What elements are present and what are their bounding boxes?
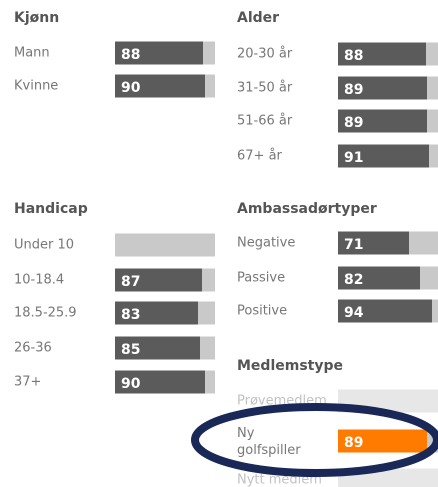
bar-value: 87 [121,274,140,290]
row-label: 31-50 år [237,81,293,96]
row-label: Negative [237,236,295,251]
bar [338,76,427,100]
bar-value: 85 [121,342,140,358]
bar-value: 88 [344,48,363,64]
row-label: 67+ år [237,149,283,164]
group-title: Alder [237,10,279,26]
row-label: 26-36 [14,341,52,356]
bar-value: 82 [344,272,363,288]
row-label: 37+ [14,375,41,390]
bar-value: 94 [344,305,364,321]
bar-value: 91 [344,150,363,166]
row-label: Kvinne [14,79,58,94]
bar-value: 88 [121,47,140,63]
bar-value: 83 [121,307,140,323]
row-label: 51-66 år [237,114,293,129]
row-label: Ny golfspiller [237,426,301,458]
bar [115,301,198,325]
bar-value: 89 [344,115,363,131]
bar [115,268,202,292]
bar-track [115,233,215,257]
bar-value: 90 [121,80,141,96]
bar-value: 90 [121,376,141,392]
bar-value: 89 [344,82,363,98]
bar [115,336,200,360]
row-label: 20-30 år [237,47,293,62]
group-title: Kjønn [14,10,59,26]
group-title: Medlemstype [237,358,343,374]
row-label: Passive [237,271,285,286]
row-label: 10-18.4 [14,273,64,288]
bar [338,429,427,453]
bar [338,42,426,66]
bar-value: 71 [344,237,363,253]
row-label: Mann [14,46,50,61]
group-title: Handicap [14,201,88,217]
bar [115,41,203,65]
bar [338,231,409,255]
highlight-circle [191,403,438,477]
bar [338,299,432,323]
bar [115,74,205,98]
bar [338,109,427,133]
bar [115,370,205,394]
row-label: Under 10 [14,238,74,253]
row-label: Positive [237,304,287,319]
group-title: Ambassadørtyper [237,201,377,217]
bar [338,266,420,290]
row-label: 18.5-25.9 [14,306,77,321]
bar-value: 89 [344,435,363,451]
bar [338,144,429,168]
